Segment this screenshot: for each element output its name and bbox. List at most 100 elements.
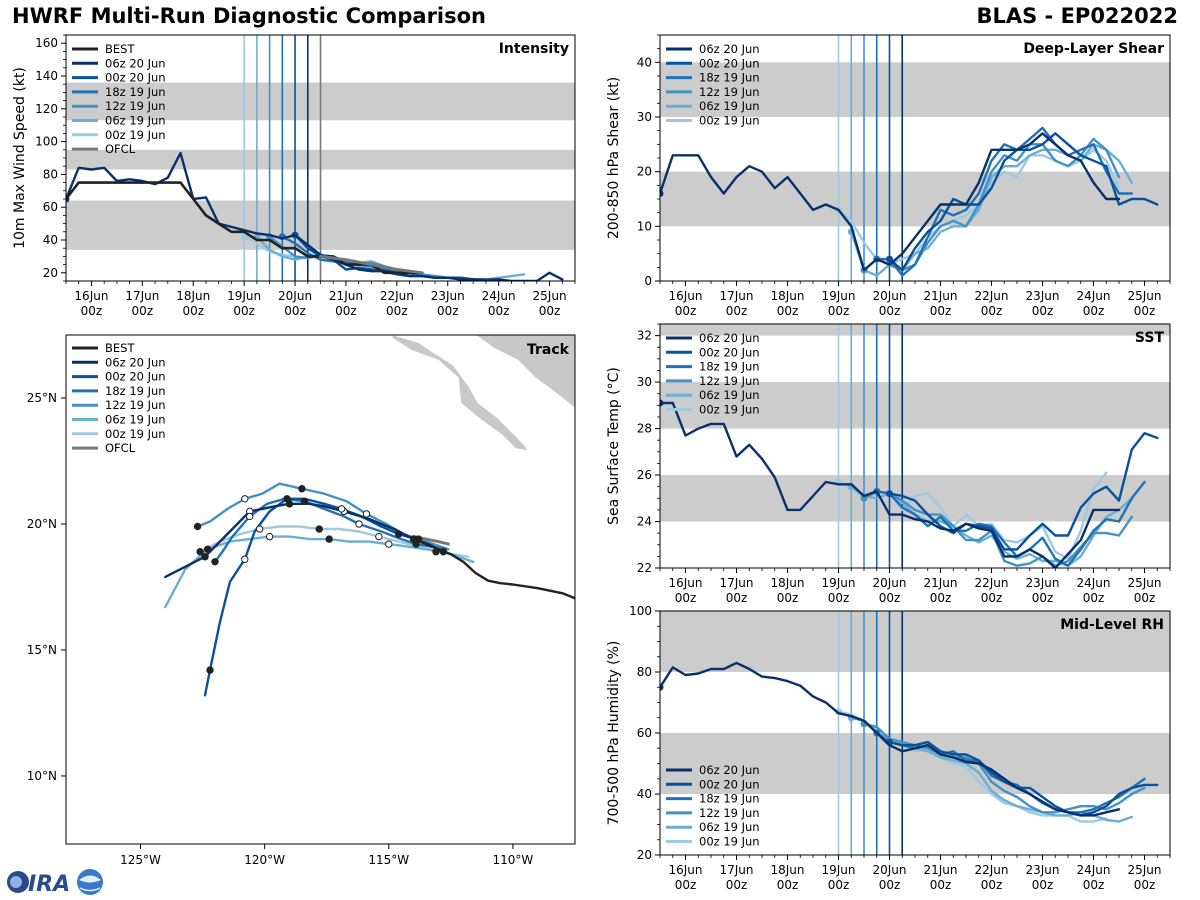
x-tick-label: 19Jun bbox=[821, 863, 855, 877]
x-tick-label: 00z bbox=[1032, 591, 1054, 605]
y-tick-label: 60 bbox=[637, 726, 652, 740]
shade-band bbox=[660, 62, 1170, 117]
legend-label: 06z 19 Jun bbox=[699, 99, 760, 113]
legend-label: 12z 19 Jun bbox=[105, 99, 166, 113]
panel-intensity: 2040608010012014016016Jun00z17Jun00z18Ju… bbox=[12, 34, 576, 318]
y-tick-label: 100 bbox=[629, 604, 652, 618]
x-tick-label: 00z bbox=[1083, 591, 1105, 605]
panel-shear: 01020304016Jun00z17Jun00z18Jun00z19Jun00… bbox=[606, 34, 1171, 318]
x-tick-label: 00z bbox=[233, 304, 255, 318]
panel-title: Mid-Level RH bbox=[1060, 617, 1164, 633]
x-tick-label: 00z bbox=[981, 591, 1003, 605]
x-tick-label: 00z bbox=[182, 304, 204, 318]
x-tick-label: 23Jun bbox=[1025, 576, 1059, 590]
x-tick-label: 00z bbox=[132, 304, 154, 318]
track-line-2 bbox=[213, 497, 448, 563]
series-line-0 bbox=[660, 132, 1121, 272]
y-axis-label: Sea Surface Temp (°C) bbox=[606, 367, 622, 525]
map-area bbox=[164, 335, 575, 697]
x-tick-label: 24Jun bbox=[482, 289, 516, 303]
panel-title: Intensity bbox=[499, 41, 569, 57]
x-tick-label: 24Jun bbox=[1076, 863, 1110, 877]
init-marker-0 bbox=[660, 399, 664, 407]
y-tick-label: 26 bbox=[637, 468, 652, 482]
x-tick-label: 00z bbox=[930, 304, 952, 318]
x-tick-label: 19Jun bbox=[821, 576, 855, 590]
legend-label: 06z 19 Jun bbox=[699, 388, 760, 402]
y-tick-label: 30 bbox=[637, 375, 652, 389]
shade-band bbox=[660, 611, 1170, 672]
track-marker bbox=[325, 535, 333, 543]
x-tick-label: 17Jun bbox=[125, 289, 159, 303]
shade-band bbox=[660, 171, 1170, 227]
x-tick-label: 00z bbox=[539, 304, 561, 318]
panel-title: SST bbox=[1135, 330, 1165, 346]
legend-label: 06z 20 Jun bbox=[105, 56, 166, 70]
best-track-line bbox=[66, 181, 424, 275]
y-tick-label: 20 bbox=[43, 266, 58, 280]
x-tick-label: 18Jun bbox=[770, 576, 804, 590]
lon-label: 110°W bbox=[493, 853, 534, 867]
y-tick-label: 80 bbox=[637, 665, 652, 679]
track-marker bbox=[241, 555, 249, 563]
x-tick-label: 00z bbox=[675, 591, 697, 605]
lon-label: 115°W bbox=[368, 853, 409, 867]
init-marker-0 bbox=[660, 190, 664, 198]
plot-area bbox=[660, 324, 1170, 568]
legend-label: 06z 20 Jun bbox=[699, 763, 760, 777]
x-tick-label: 24Jun bbox=[1076, 289, 1110, 303]
y-tick-label: 120 bbox=[35, 102, 58, 116]
track-marker bbox=[362, 510, 371, 518]
legend-label: 18z 19 Jun bbox=[699, 71, 760, 85]
x-tick-label: 00z bbox=[1032, 304, 1054, 318]
x-tick-label: 22Jun bbox=[974, 863, 1008, 877]
x-tick-label: 00z bbox=[828, 591, 850, 605]
legend-label: 18z 19 Jun bbox=[105, 384, 166, 398]
y-axis-label: 10m Max Wind Speed (kt) bbox=[12, 67, 28, 249]
legend-label: 00z 20 Jun bbox=[699, 345, 760, 359]
x-tick-label: 00z bbox=[981, 878, 1003, 892]
legend-label: 06z 20 Jun bbox=[699, 42, 760, 56]
track-marker bbox=[439, 548, 448, 556]
track-marker bbox=[241, 495, 249, 503]
lat-label: 25°N bbox=[27, 391, 57, 405]
track-marker bbox=[206, 666, 214, 674]
legend-label: BEST bbox=[105, 42, 135, 56]
legend-label: 06z 19 Jun bbox=[105, 114, 166, 128]
x-tick-label: 00z bbox=[777, 304, 799, 318]
x-tick-label: 00z bbox=[879, 591, 901, 605]
x-tick-label: 00z bbox=[1032, 878, 1054, 892]
x-tick-label: 23Jun bbox=[431, 289, 465, 303]
shade-band bbox=[660, 382, 1170, 429]
x-tick-label: 16Jun bbox=[668, 863, 702, 877]
x-tick-label: 00z bbox=[386, 304, 408, 318]
init-marker-0 bbox=[660, 683, 664, 691]
series-line-2 bbox=[875, 126, 1134, 277]
x-tick-label: 21Jun bbox=[329, 289, 363, 303]
legend-label: 12z 19 Jun bbox=[699, 374, 760, 388]
legend-label: 18z 19 Jun bbox=[105, 85, 166, 99]
legend-label: 18z 19 Jun bbox=[699, 360, 760, 374]
y-tick-label: 100 bbox=[35, 135, 58, 149]
track-marker bbox=[193, 522, 202, 531]
x-tick-label: 00z bbox=[777, 878, 799, 892]
legend-label: 00z 19 Jun bbox=[699, 403, 760, 417]
legend-label: 00z 19 Jun bbox=[699, 114, 760, 128]
y-tick-label: 160 bbox=[35, 36, 58, 50]
series-line-0 bbox=[660, 661, 1121, 817]
plot-area bbox=[660, 611, 1170, 855]
x-tick-label: 20Jun bbox=[872, 289, 906, 303]
y-tick-label: 20 bbox=[637, 848, 652, 862]
track-marker bbox=[255, 525, 264, 533]
track-marker bbox=[203, 545, 212, 553]
series-line-1 bbox=[888, 132, 1159, 272]
x-tick-label: 25Jun bbox=[1127, 289, 1161, 303]
track-marker bbox=[300, 497, 309, 506]
legend-label: 06z 20 Jun bbox=[105, 355, 166, 369]
x-tick-label: 00z bbox=[675, 878, 697, 892]
track-marker bbox=[414, 535, 423, 543]
y-tick-label: 10 bbox=[637, 219, 652, 233]
x-tick-label: 23Jun bbox=[1025, 289, 1059, 303]
